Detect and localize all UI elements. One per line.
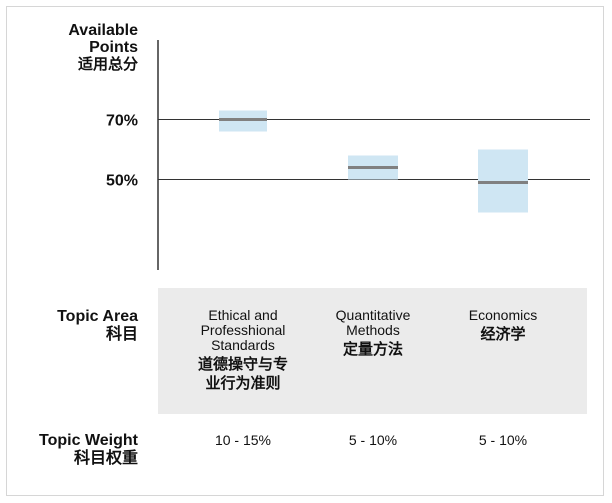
topic-weight-label: Topic Weight 科目权重 [18,432,138,468]
topic-weight-label-en: Topic Weight [39,432,138,449]
y-axis-label-en: Available Points [68,22,138,56]
topic-area-band [158,288,587,414]
category-economics-en: Economics [468,307,538,323]
topic-area-label-en: Topic Area [57,308,138,325]
category-ethics: Ethical and Professhional Standards 道德操守… [173,308,313,393]
topic-area-label-zh: 科目 [105,326,138,343]
category-economics-zh: 经济学 [480,326,526,343]
y-axis-label-zh: 适用总分 [77,56,138,73]
topic-weight-label-zh: 科目权重 [73,450,138,467]
category-ethics-zh: 道德操守与专业行为准则 [197,356,288,392]
tick-label-70: 70% [106,113,138,130]
tick-label-50: 50% [106,173,138,190]
category-ethics-en: Ethical and Professhional Standards [200,307,286,353]
category-quant-zh: 定量方法 [342,341,403,358]
topic-area-label: Topic Area 科目 [18,308,138,344]
weight-economics: 5 - 10% [478,432,528,448]
weight-ethics: 10 - 15% [214,432,272,448]
category-quant: Quantitative Methods 定量方法 [303,308,443,359]
chart-frame [6,6,604,496]
y-axis-label: Available Points 适用总分 [20,22,138,73]
weight-quant: 5 - 10% [348,432,398,448]
category-quant-en: Quantitative Methods [335,307,411,338]
category-economics: Economics 经济学 [433,308,573,344]
